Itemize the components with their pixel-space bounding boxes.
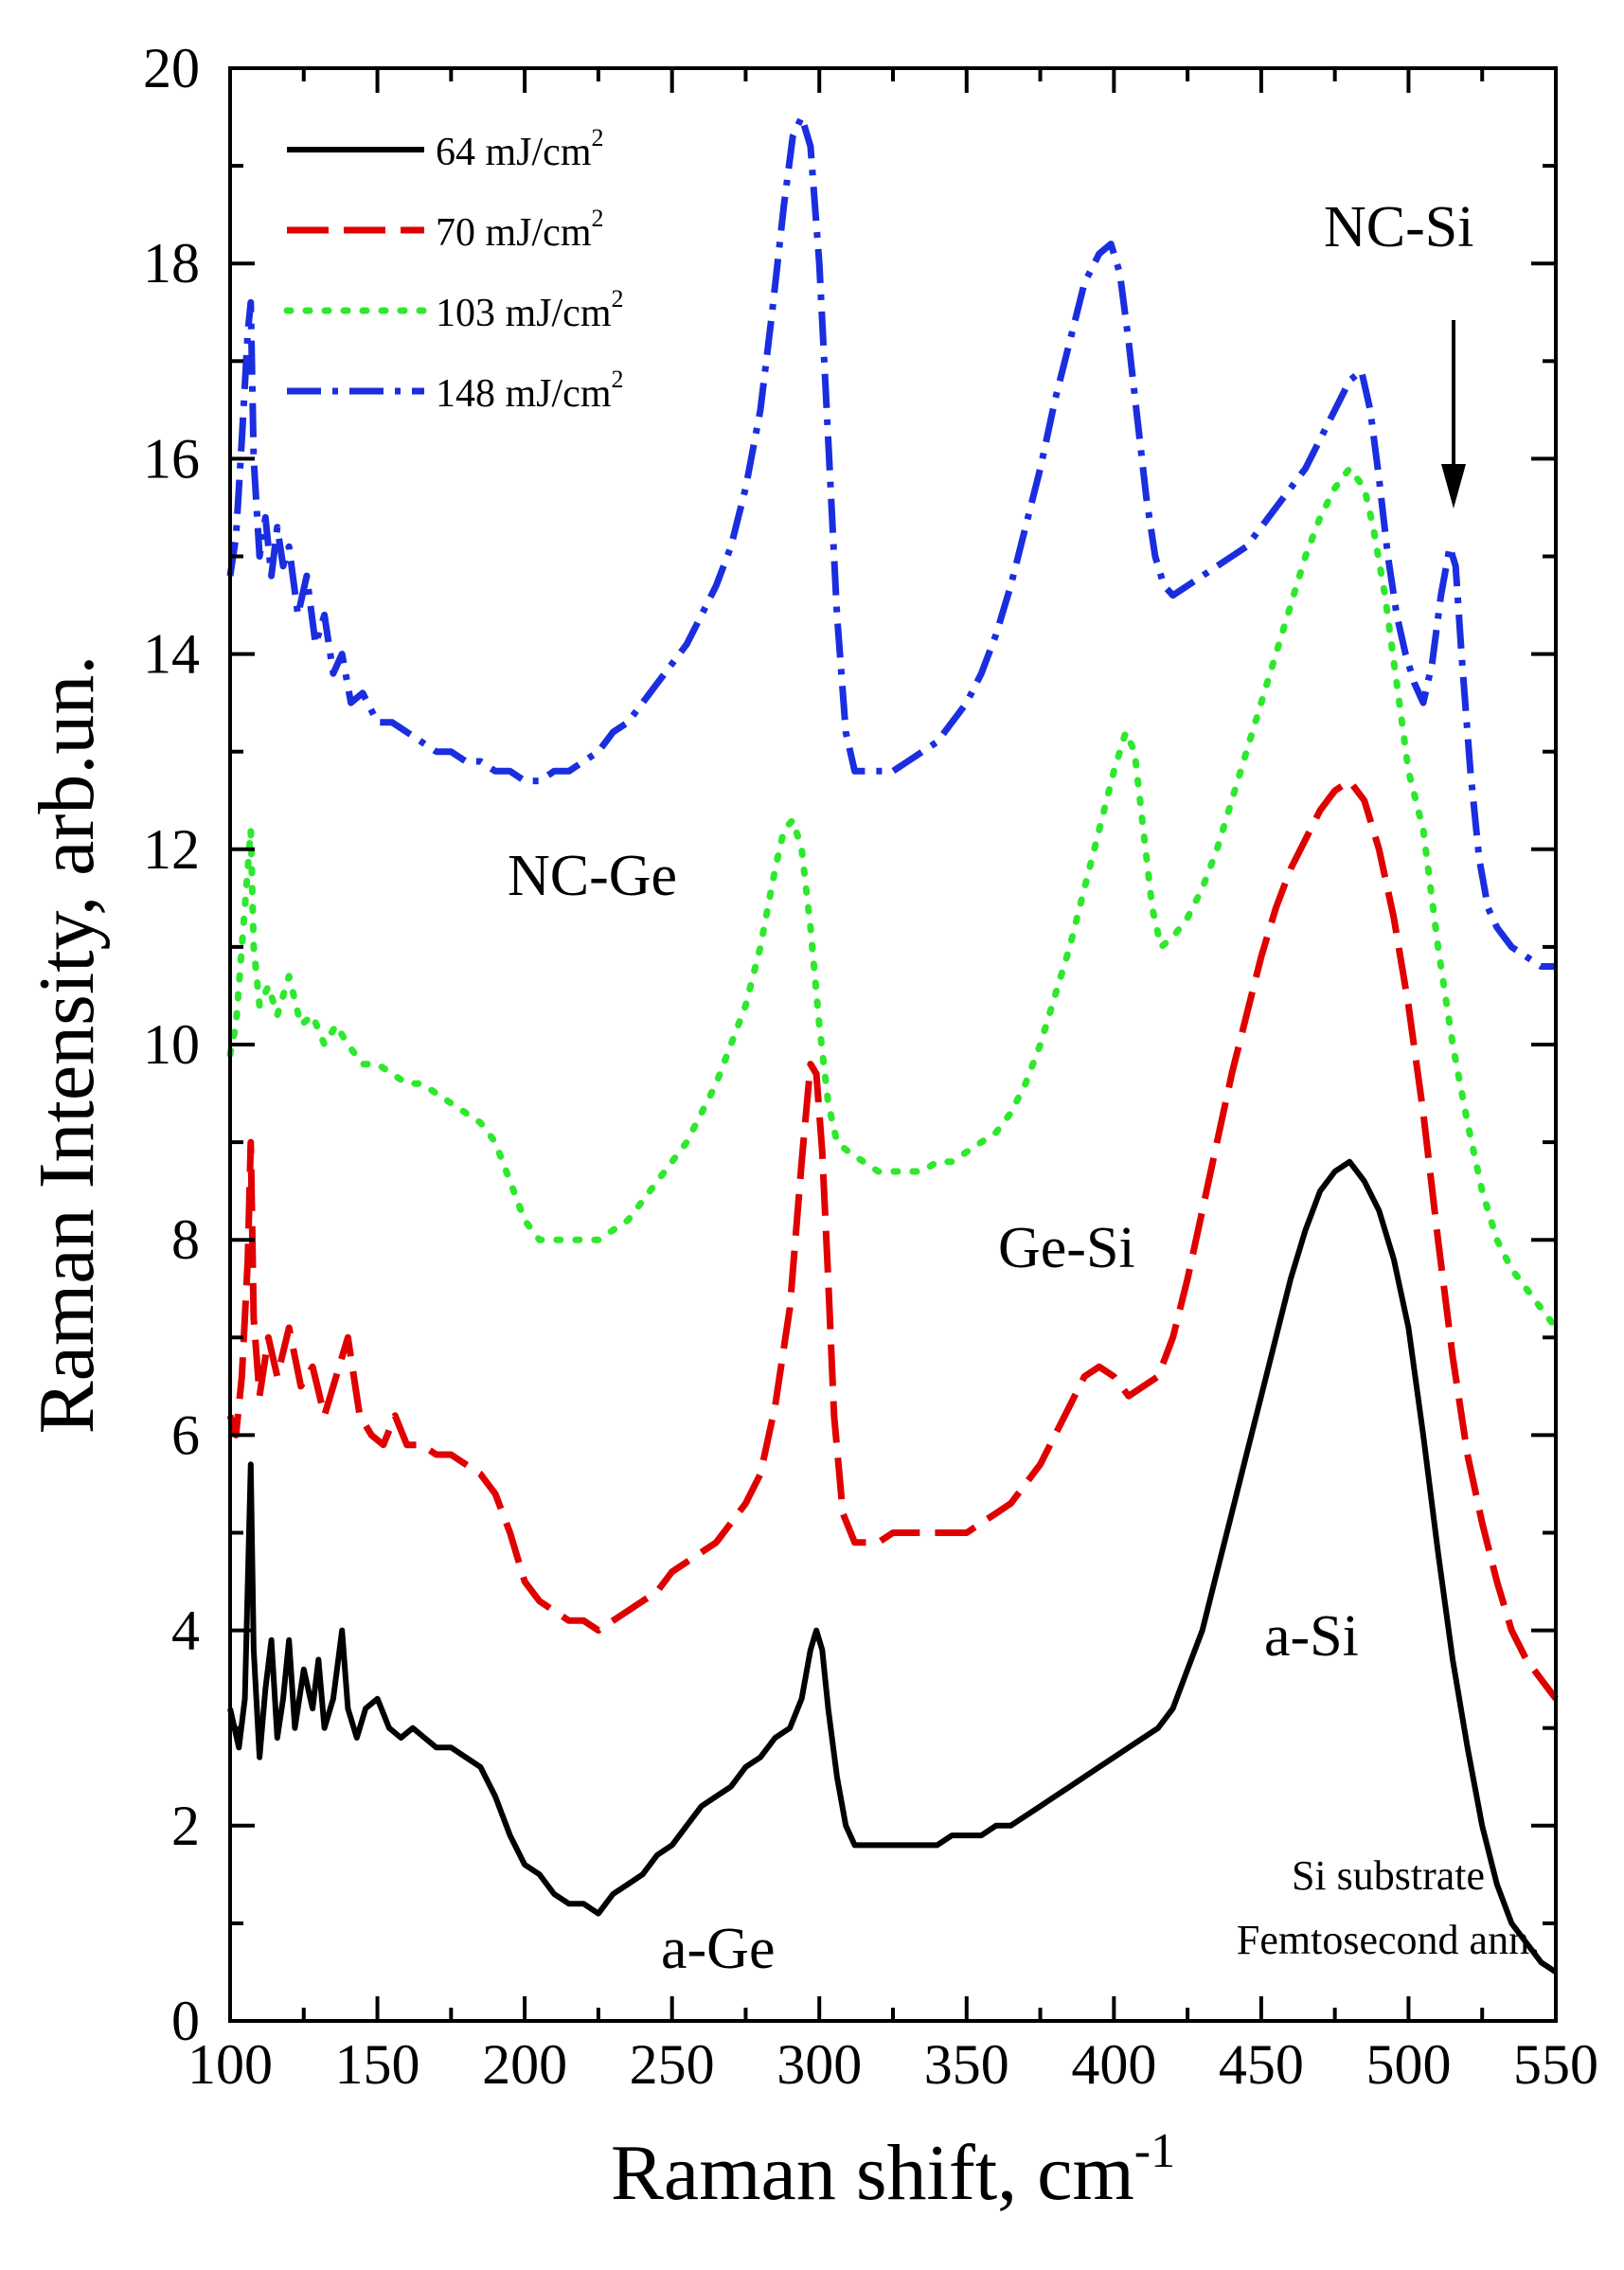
- y-tick-label: 18: [143, 232, 200, 295]
- y-tick-label: 10: [143, 1013, 200, 1076]
- legend-label-text: 70 mJ/cm: [436, 211, 592, 255]
- nc-si-arrow: [1441, 320, 1466, 509]
- legend-label-text: 148 mJ/cm: [436, 372, 612, 416]
- legend-label-1: 64 mJ/cm2: [436, 124, 604, 174]
- y-tick-label: 16: [143, 427, 200, 490]
- legend-label-superscript: 2: [612, 366, 624, 393]
- annotation-ge-si: Ge-Si: [998, 1216, 1135, 1280]
- x-axis-title: Raman shift, cm-1: [611, 2124, 1175, 2217]
- x-tick-label: 300: [776, 2033, 862, 2096]
- series-line-1: [227, 1158, 1558, 1975]
- y-tick-label: 2: [171, 1795, 200, 1857]
- plot-frame: [228, 66, 1558, 2023]
- y-tick-label: 12: [143, 818, 200, 881]
- series-layer: [226, 114, 1560, 1975]
- x-axis-title-text: Raman shift, cm: [611, 2129, 1134, 2217]
- series-line-2: [226, 778, 1559, 1701]
- y-tick-label: 20: [143, 37, 200, 99]
- annotation-a-ge: a-Ge: [661, 1917, 775, 1981]
- x-tick-label: 500: [1365, 2033, 1451, 2096]
- x-tick-label: 350: [924, 2033, 1009, 2096]
- y-tick-label: 0: [171, 1990, 200, 2052]
- x-tick-label: 450: [1219, 2033, 1304, 2096]
- x-axis-title-superscript: -1: [1134, 2124, 1175, 2178]
- y-tick-label: 6: [171, 1403, 200, 1466]
- x-tick-label: 400: [1071, 2033, 1156, 2096]
- ticks-layer: [228, 66, 1558, 2023]
- legend-label-text: 64 mJ/cm: [436, 131, 592, 174]
- legend-label-superscript: 2: [592, 124, 604, 152]
- x-tick-label: 200: [482, 2033, 567, 2096]
- y-tick-label: 14: [143, 623, 200, 686]
- legend-label-text: 103 mJ/cm: [436, 292, 612, 335]
- y-tick-label: 8: [171, 1208, 200, 1271]
- legend-label-3: 103 mJ/cm2: [436, 285, 624, 335]
- annotation-substrate-line1: Si substrate: [1292, 1852, 1485, 1899]
- x-tick-label: 250: [630, 2033, 715, 2096]
- y-tick-label: 4: [171, 1600, 200, 1662]
- nc-si-arrow-head: [1441, 464, 1466, 509]
- x-tick-label: 100: [187, 2033, 273, 2096]
- annotation-a-si: a-Si: [1264, 1604, 1359, 1669]
- annotation-substrate-line2: Femtosecond ann.: [1237, 1917, 1540, 1963]
- annotation-nc-ge: NC-Ge: [508, 844, 677, 908]
- legend-label-2: 70 mJ/cm2: [436, 205, 604, 255]
- x-tick-label: 550: [1513, 2033, 1598, 2096]
- series-line-4: [226, 114, 1556, 970]
- tick-labels: 100 150 200 250 300 350 400 450 500 550 0 2 4 6 8 10 12 1…: [143, 37, 1598, 2096]
- legend-label-4: 148 mJ/cm2: [436, 366, 624, 416]
- x-tick-label: 150: [335, 2033, 420, 2096]
- series-line-3: [226, 465, 1560, 1332]
- y-axis-title: Raman Intensity, arb.un.: [23, 655, 111, 1435]
- legend-label-superscript: 2: [612, 285, 624, 313]
- annotation-nc-si: NC-Si: [1324, 195, 1473, 259]
- legend-label-superscript: 2: [592, 205, 604, 232]
